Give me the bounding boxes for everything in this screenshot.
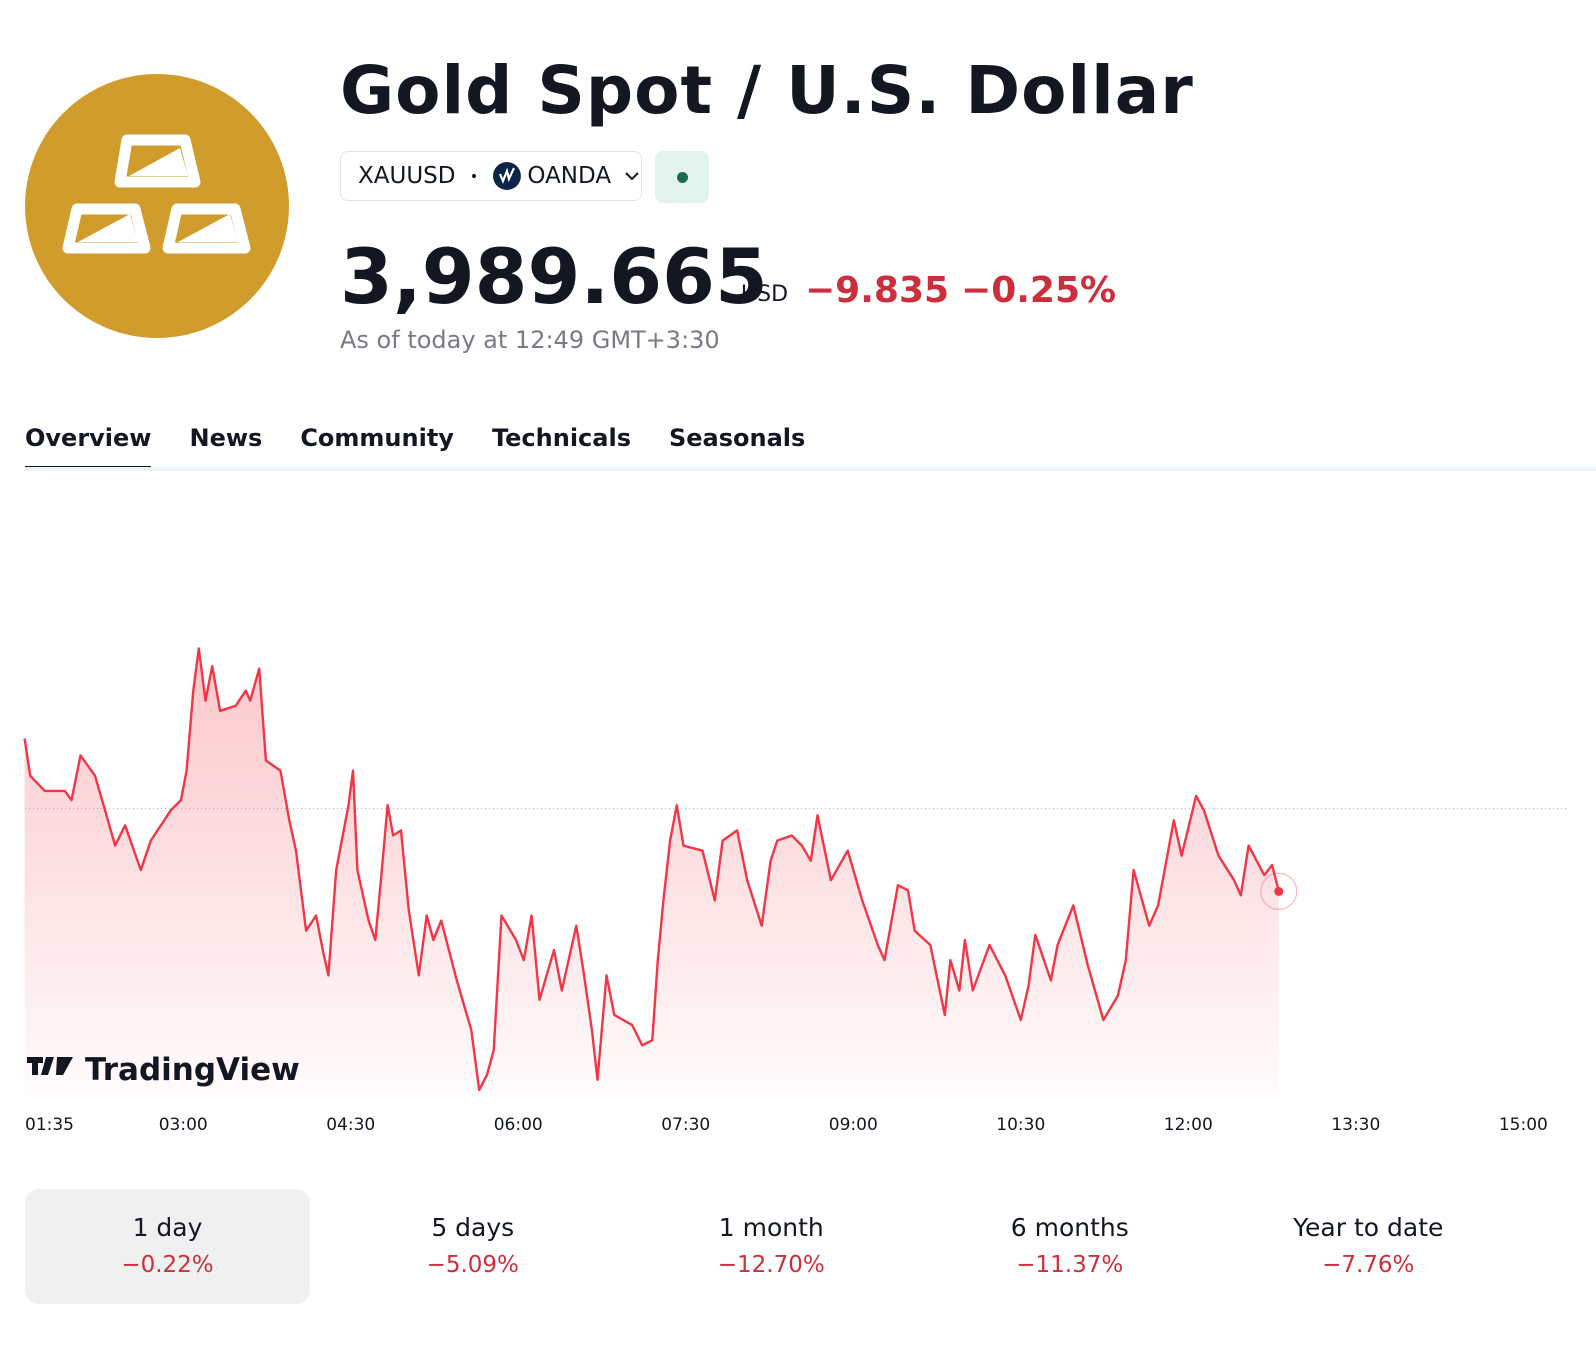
logo-mark (41, 1057, 54, 1075)
price-chart: 01:35 03:00 04:30 06:00 07:30 09:00 10:30 12:00… (23, 647, 1568, 1135)
tab[interactable]: Overview (25, 424, 152, 471)
watermark-text: TradingView (85, 1052, 300, 1088)
symbol: XAUUSD (358, 163, 456, 189)
x-tick-label: 15:00 (1499, 1115, 1548, 1135)
x-tick-label: 09:00 (829, 1115, 878, 1135)
performance-periods: 1 day −0.22% 5 days −5.09% 1 month −12.70% 6 m… (25, 1189, 1518, 1304)
status-dot (676, 171, 688, 183)
period-button[interactable]: 1 month −12.70% (622, 1189, 921, 1304)
x-tick-label: 03:00 (159, 1115, 208, 1135)
tab-divider (25, 467, 1596, 471)
x-tick-label: 13:30 (1331, 1115, 1380, 1135)
watermark (27, 1057, 73, 1075)
timestamp: As of today at 12:49 GMT+3:30 (340, 326, 720, 354)
period-button[interactable]: 5 days −5.09% (324, 1189, 623, 1304)
tab[interactable]: News (189, 424, 263, 452)
period-label: 1 month (718, 1213, 824, 1242)
area-fill (24, 648, 1279, 1095)
period-change: −12.70% (717, 1252, 825, 1278)
period-button[interactable]: 1 day −0.22% (25, 1189, 310, 1304)
exchange-logo (493, 162, 522, 190)
symbol-chip[interactable]: XAUUSD OANDA (340, 151, 642, 201)
period-button[interactable]: Year to date −7.76% (1219, 1189, 1518, 1304)
x-tick-label: 01:35 (25, 1115, 74, 1135)
tabs: Overview News Community Technicals Seasonals (25, 424, 805, 471)
change: −9.835 (805, 270, 950, 311)
period-label: 5 days (431, 1213, 515, 1242)
price: 3,989.665 (340, 232, 768, 321)
currency: USD (741, 282, 789, 307)
x-tick-label: 10:30 (996, 1115, 1045, 1135)
exchange: OANDA (527, 163, 612, 189)
price-change: −9.835 −0.25% (805, 270, 1116, 311)
x-tick-label: 12:00 (1164, 1115, 1213, 1135)
tab[interactable]: Technicals (491, 424, 631, 452)
price-line (23, 647, 1280, 1092)
x-tick-label: 06:00 (494, 1115, 543, 1135)
market-status[interactable] (655, 151, 709, 203)
period-button[interactable]: 6 months −11.37% (921, 1189, 1220, 1304)
symbol-title: Gold Spot / U.S. Dollar (340, 52, 1194, 129)
dropdown-arrow (625, 172, 639, 181)
change-percent: −0.25% (961, 270, 1117, 311)
period-label: 6 months (1010, 1213, 1129, 1242)
separator (472, 174, 477, 178)
last-price-ring (1260, 872, 1298, 911)
period-change: −5.09% (426, 1252, 519, 1278)
tab[interactable]: Seasonals (668, 424, 806, 452)
x-tick-label: 04:30 (326, 1115, 375, 1135)
period-label: 1 day (132, 1213, 203, 1242)
last-price-dot (1274, 886, 1284, 896)
logo-mark (27, 1057, 43, 1075)
gold-icon (25, 74, 289, 338)
tab[interactable]: Community (300, 424, 454, 452)
period-label: Year to date (1293, 1213, 1444, 1242)
period-change: −7.76% (1322, 1252, 1415, 1278)
period-change: −0.22% (121, 1252, 214, 1278)
x-tick-label: 07:30 (661, 1115, 710, 1135)
logo-mark (56, 1057, 73, 1075)
period-change: −11.37% (1016, 1252, 1124, 1278)
